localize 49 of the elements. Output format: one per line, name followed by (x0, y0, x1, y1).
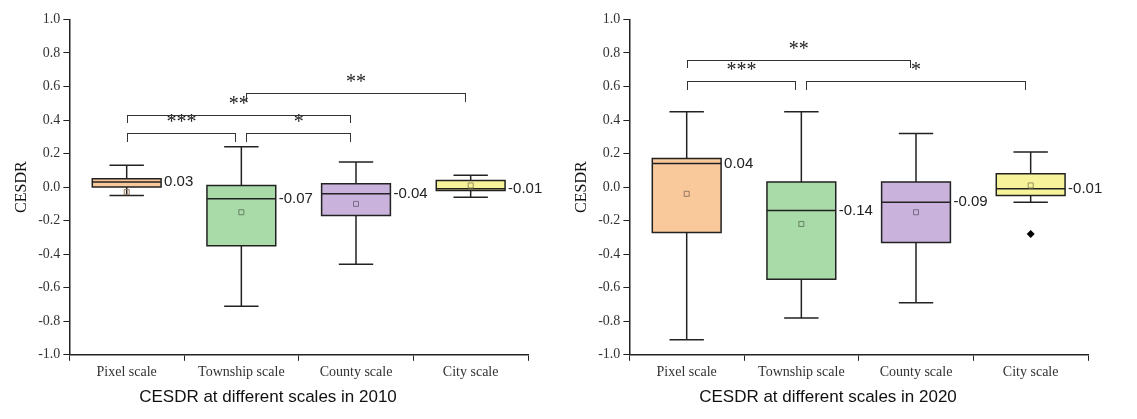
annotation: -0.07 (278, 188, 313, 206)
text: CESDR at different scales in 2020 (699, 387, 957, 407)
y-tick-label: 1.0 (42, 11, 61, 27)
x-tick-label: Pixel scale (96, 363, 157, 379)
annotation: 0.04 (724, 153, 754, 171)
y-tick-label: -0.8 (38, 312, 61, 328)
y-tick-label: 0.6 (42, 78, 61, 94)
annotation: -0.14 (838, 200, 873, 218)
text: CESDR at different scales in 2010 (139, 387, 397, 407)
annotation: ** (228, 91, 249, 114)
annotation: * (910, 58, 922, 81)
x-tick-label: City scale (1002, 363, 1059, 379)
y-tick-label: -0.2 (598, 212, 621, 228)
annotation: * (293, 110, 304, 133)
y-tick-label: -1.0 (598, 346, 621, 362)
annotation: -0.09 (953, 192, 988, 210)
annotation: *** (725, 58, 758, 81)
y-tick-label: 0.0 (42, 178, 61, 194)
annotation: -0.01 (1068, 178, 1103, 196)
annotation: *** (166, 110, 197, 133)
y-tick-label: -0.2 (38, 212, 61, 228)
y-tick-label: 0.6 (602, 78, 621, 94)
annotation: ** (787, 36, 810, 59)
x-tick-label: Pixel scale (656, 363, 717, 379)
x-tick-label: City scale (442, 363, 499, 379)
y-tick-label: 0.2 (42, 145, 61, 161)
x-tick-label: County scale (879, 363, 953, 379)
y-tick-label: 0.8 (602, 44, 621, 60)
y-tick-label: 0.0 (602, 178, 621, 194)
y-tick-label: -0.6 (598, 279, 621, 295)
x-tick-label: County scale (319, 363, 393, 379)
y-tick-label: 0.8 (42, 44, 61, 60)
y-tick-label: -0.4 (38, 245, 61, 261)
y-tick-label: -1.0 (38, 346, 61, 362)
y-tick-label: 0.2 (602, 145, 621, 161)
x-tick-label: Township scale (758, 363, 845, 379)
y-tick-label: -0.6 (38, 279, 61, 295)
x-tick-label: Township scale (198, 363, 285, 379)
annotation: 0.03 (164, 172, 194, 190)
y-axis-title: CESDR (571, 160, 589, 213)
y-tick-label: -0.4 (598, 245, 621, 261)
y-tick-label: 0.4 (602, 111, 621, 127)
y-tick-label: 0.4 (42, 111, 61, 127)
annotation: ** (345, 70, 367, 93)
y-axis-title: CESDR (11, 160, 29, 213)
annotation: -0.04 (393, 183, 428, 201)
y-tick-label: 1.0 (602, 11, 621, 27)
annotation: -0.01 (508, 178, 543, 196)
y-tick-label: -0.8 (598, 312, 621, 328)
